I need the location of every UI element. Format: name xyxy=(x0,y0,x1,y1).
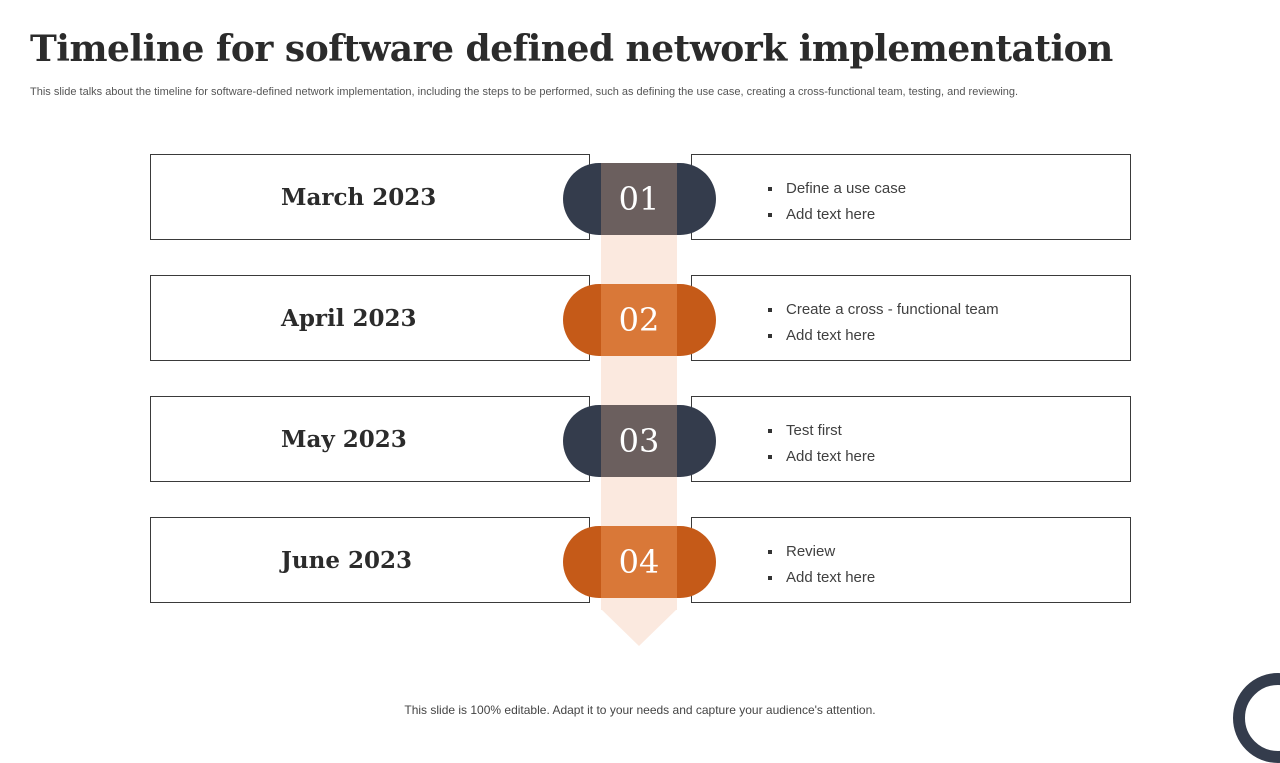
date-box-3: May 2023 xyxy=(150,396,590,482)
bullet-item: Test first xyxy=(768,418,875,444)
footer-note: This slide is 100% editable. Adapt it to… xyxy=(404,703,876,717)
bullet-square-icon xyxy=(768,334,772,338)
bullet-square-icon xyxy=(768,576,772,580)
step-badge-2: 02 xyxy=(563,284,716,356)
date-label: March 2023 xyxy=(281,184,437,211)
step-number: 01 xyxy=(601,163,677,235)
date-box-1: March 2023 xyxy=(150,154,590,240)
bullet-item: Add text here xyxy=(768,202,906,228)
bullet-list: Create a cross - functional team Add tex… xyxy=(768,297,999,349)
date-label: June 2023 xyxy=(281,547,412,574)
bullet-text: Review xyxy=(786,543,836,560)
bullet-square-icon xyxy=(768,429,772,433)
bullet-list: Test first Add text here xyxy=(768,418,875,470)
decorative-ring-icon xyxy=(1233,673,1280,763)
bullet-text: Add text here xyxy=(786,206,876,223)
bullet-item: Review xyxy=(768,539,875,565)
bullet-square-icon xyxy=(768,308,772,312)
date-box-4: June 2023 xyxy=(150,517,590,603)
bullet-item: Add text here xyxy=(768,565,875,591)
bullet-item: Define a use case xyxy=(768,176,906,202)
detail-box-4: Review Add text here xyxy=(691,517,1131,603)
date-label: April 2023 xyxy=(281,305,417,332)
bullet-text: Test first xyxy=(786,422,842,439)
bullet-square-icon xyxy=(768,213,772,217)
bullet-square-icon xyxy=(768,550,772,554)
bullet-square-icon xyxy=(768,455,772,459)
bullet-text: Define a use case xyxy=(786,180,907,197)
bullet-square-icon xyxy=(768,187,772,191)
bullet-item: Add text here xyxy=(768,444,875,470)
step-badge-4: 04 xyxy=(563,526,716,598)
step-number: 04 xyxy=(601,526,677,598)
timeline-arrow-head xyxy=(601,609,677,646)
detail-box-2: Create a cross - functional team Add tex… xyxy=(691,275,1131,361)
step-badge-1: 01 xyxy=(563,163,716,235)
date-label: May 2023 xyxy=(281,426,407,453)
step-number: 02 xyxy=(601,284,677,356)
step-badge-3: 03 xyxy=(563,405,716,477)
bullet-item: Add text here xyxy=(768,323,999,349)
step-number: 03 xyxy=(601,405,677,477)
detail-box-3: Test first Add text here xyxy=(691,396,1131,482)
slide-title: Timeline for software defined network im… xyxy=(30,28,1113,70)
bullet-text: Add text here xyxy=(786,448,876,465)
detail-box-1: Define a use case Add text here xyxy=(691,154,1131,240)
bullet-text: Create a cross - functional team xyxy=(786,301,999,318)
slide-subtitle: This slide talks about the timeline for … xyxy=(30,86,1019,98)
bullet-text: Add text here xyxy=(786,327,876,344)
bullet-text: Add text here xyxy=(786,569,876,586)
date-box-2: April 2023 xyxy=(150,275,590,361)
bullet-list: Define a use case Add text here xyxy=(768,176,906,228)
bullet-list: Review Add text here xyxy=(768,539,875,591)
bullet-item: Create a cross - functional team xyxy=(768,297,999,323)
